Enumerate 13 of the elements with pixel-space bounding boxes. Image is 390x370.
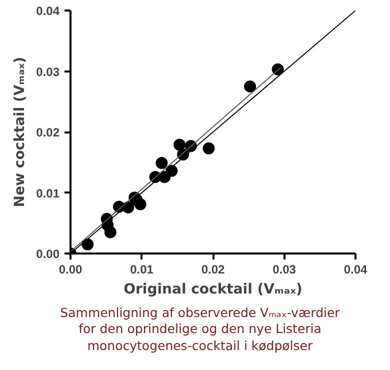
y-axis-title: New cocktail (Vₘₐₓ) [12, 56, 28, 208]
x-tick-label: 0.02 [201, 262, 226, 276]
x-tick-label: 0.04 [344, 262, 368, 276]
x-tick-label: 0.03 [272, 262, 296, 276]
y-tick-label: 0.02 [36, 126, 60, 140]
y-tick-label: 0.04 [36, 4, 60, 18]
y-tick-label: 0.01 [36, 186, 60, 200]
x-axis-title: Original cocktail (Vₘₐₓ) [124, 282, 302, 298]
y-tick-label: 0.03 [36, 64, 60, 79]
text: Sammenligning af observerede Vₘₐₓ-værdier for den oprindelige og den nye Listeria monocytogenes-cocktail i kødpølser [59, 305, 341, 354]
x-tick-label: 0.00 [58, 262, 83, 276]
y-tick-label: 0.00 [36, 247, 60, 261]
x-tick-label: 0.01 [130, 262, 154, 276]
